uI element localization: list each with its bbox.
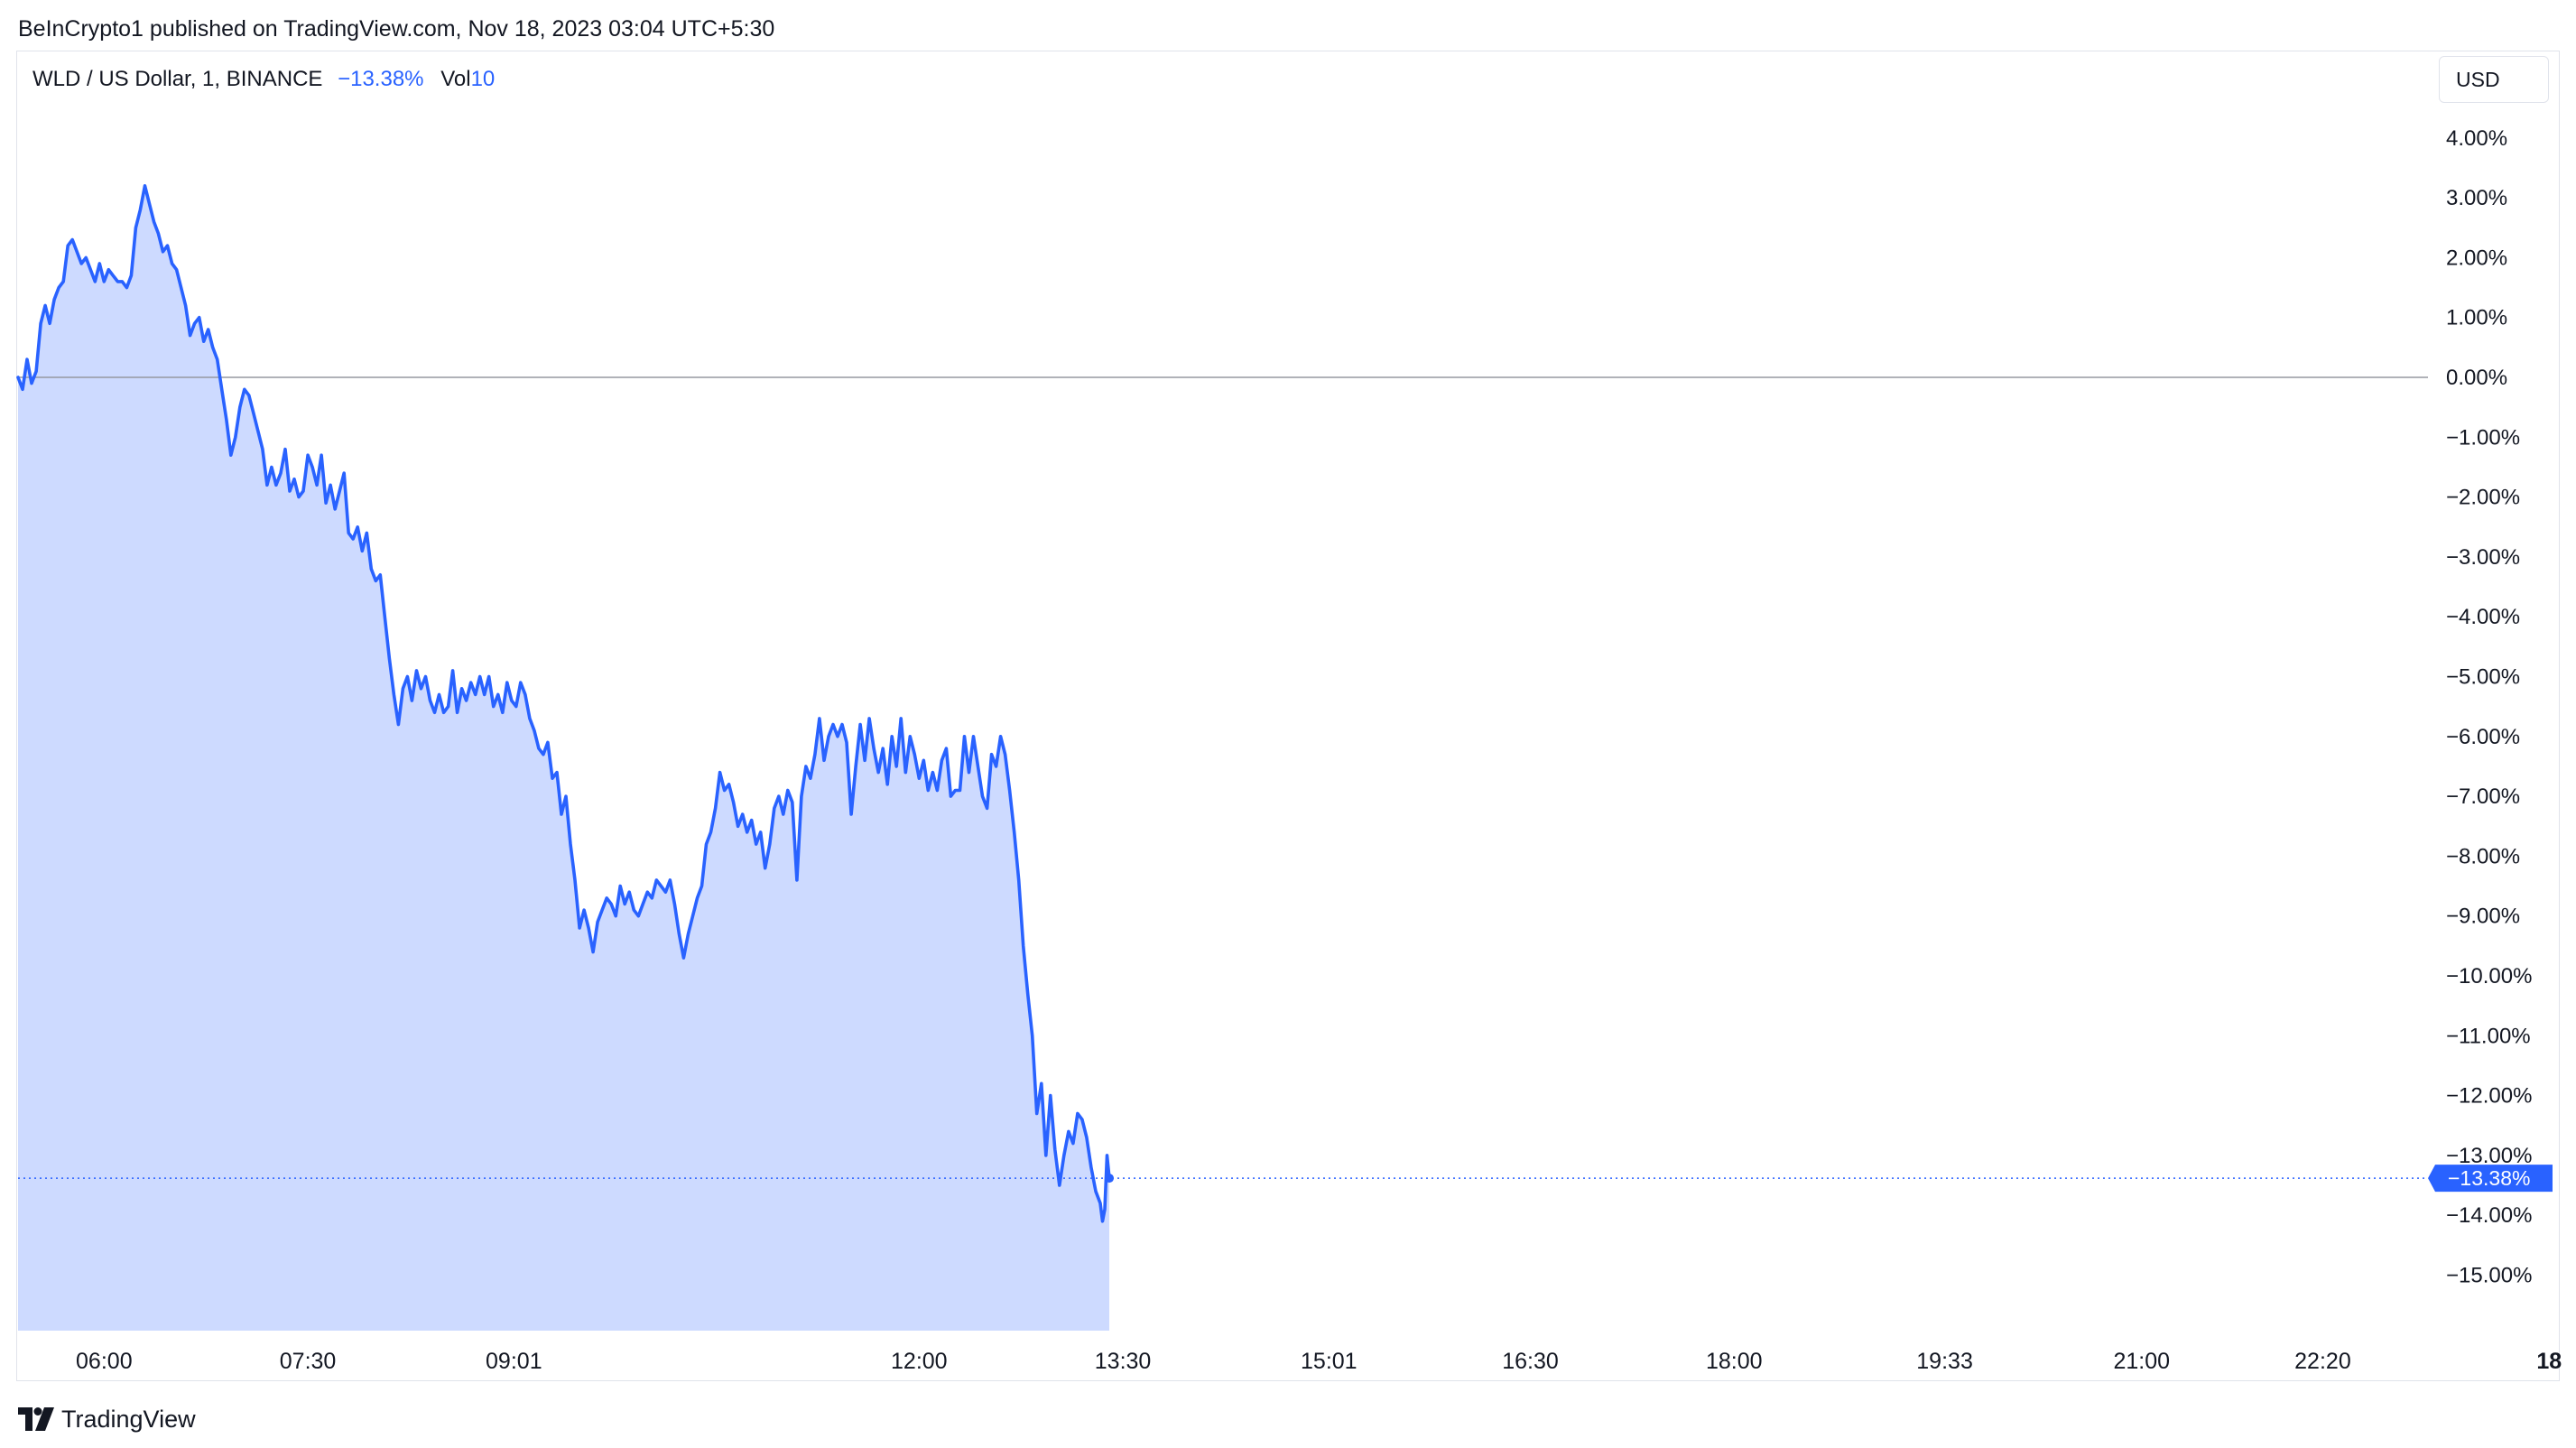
volume-label[interactable]: Vol	[440, 67, 471, 91]
current-price-text: −13.38%	[2448, 1166, 2530, 1190]
x-tick-label: 07:30	[280, 1349, 337, 1374]
y-tick-label: −7.00%	[2446, 784, 2520, 809]
volume-value: 10	[470, 67, 496, 91]
y-tick-label: −3.00%	[2446, 545, 2520, 570]
x-tick-label: 15:01	[1301, 1349, 1357, 1374]
price-change: −13.38%	[338, 67, 424, 91]
symbol-name[interactable]: WLD / US Dollar, 1, BINANCE	[32, 67, 323, 91]
y-tick-label: 3.00%	[2446, 186, 2507, 210]
area-fill	[18, 185, 1109, 1331]
x-tick-label: 16:30	[1502, 1349, 1559, 1374]
chart-frame	[16, 51, 2560, 1381]
current-price-label: −13.38%	[2428, 1165, 2553, 1193]
published-by-text: BeInCrypto1 published on TradingView.com…	[18, 16, 775, 42]
tradingview-wordmark: TradingView	[61, 1405, 196, 1433]
y-tick-label: −1.00%	[2446, 425, 2520, 450]
y-tick-label: −8.00%	[2446, 844, 2520, 868]
x-tick-label: 12:00	[891, 1349, 948, 1374]
price-line[interactable]	[16, 184, 1111, 1223]
currency-button[interactable]: USD	[2439, 56, 2549, 103]
symbol-legend: WLD / US Dollar, 1, BINANCE −13.38% Vol1…	[32, 67, 495, 92]
x-tick-label: 21:00	[2114, 1349, 2171, 1374]
y-tick-label: 1.00%	[2446, 306, 2507, 330]
current-price-tag	[2428, 1165, 2553, 1193]
y-tick-label: 2.00%	[2446, 246, 2507, 270]
y-tick-label: −5.00%	[2446, 665, 2520, 690]
current-price-dot	[1105, 1174, 1115, 1183]
tradingview-logo-icon	[18, 1407, 54, 1431]
x-tick-label: 18:00	[1706, 1349, 1763, 1374]
y-tick-label: −4.00%	[2446, 605, 2520, 629]
y-tick-label: −13.00%	[2446, 1144, 2532, 1168]
y-tick-label: −12.00%	[2446, 1084, 2532, 1109]
tradingview-brand[interactable]: TradingView	[18, 1403, 196, 1435]
x-tick-label: 13:30	[1095, 1349, 1152, 1374]
x-tick-label: 22:20	[2294, 1349, 2351, 1374]
x-tick-label: 18	[2536, 1349, 2562, 1374]
y-tick-label: −9.00%	[2446, 905, 2520, 929]
y-tick-label: −10.00%	[2446, 964, 2532, 989]
y-tick-label: −14.00%	[2446, 1203, 2532, 1228]
y-tick-label: −15.00%	[2446, 1264, 2532, 1288]
y-tick-label: −2.00%	[2446, 486, 2520, 510]
y-tick-label: −11.00%	[2446, 1024, 2531, 1048]
y-tick-label: −6.00%	[2446, 725, 2520, 749]
x-tick-label: 19:33	[1916, 1349, 1973, 1374]
x-tick-label: 06:00	[76, 1349, 133, 1374]
y-tick-label: 0.00%	[2446, 366, 2507, 390]
y-tick-label: 4.00%	[2446, 126, 2507, 151]
x-tick-label: 09:01	[486, 1349, 542, 1374]
